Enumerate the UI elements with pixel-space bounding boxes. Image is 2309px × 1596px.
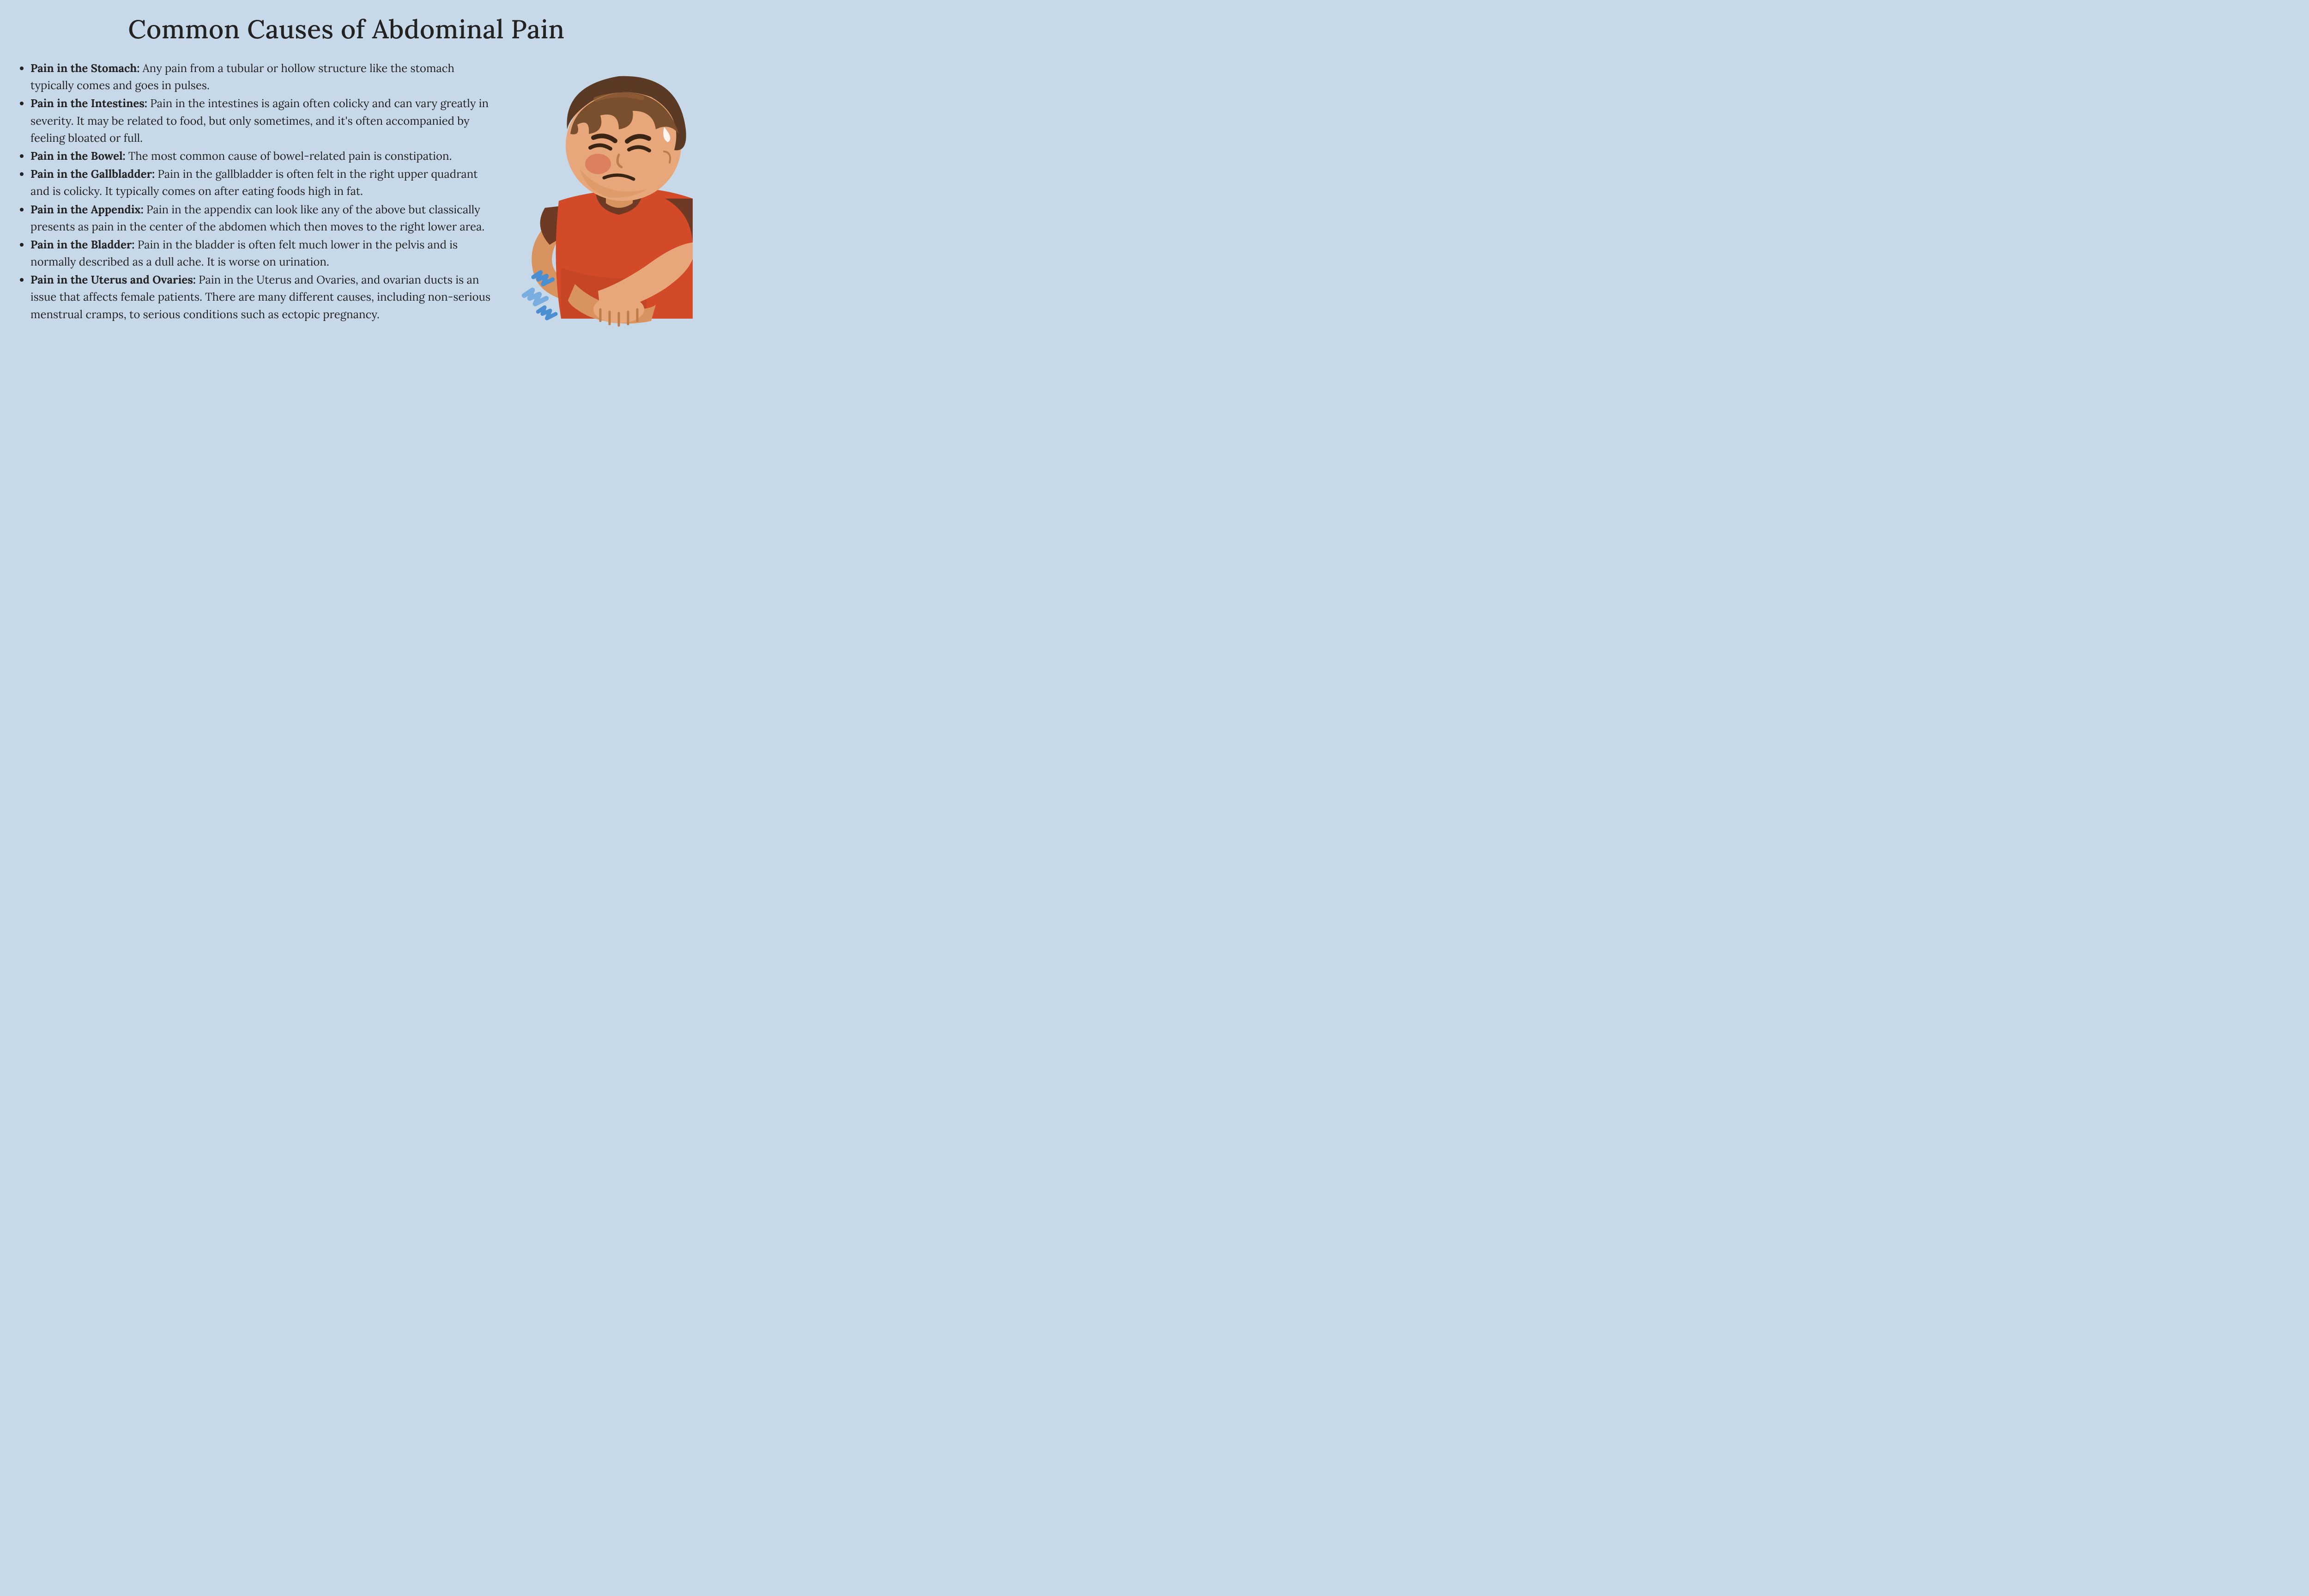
cause-item: Pain in the Gallbladder: Pain in the gal… <box>30 165 499 200</box>
cause-label: Pain in the Bowel: <box>30 149 126 163</box>
content-row: Pain in the Stomach: Any pain from a tub… <box>18 60 674 324</box>
cause-label: Pain in the Gallbladder: <box>30 167 155 181</box>
cause-label: Pain in the Appendix: <box>30 202 144 217</box>
causes-list: Pain in the Stomach: Any pain from a tub… <box>18 60 499 324</box>
cause-label: Pain in the Intestines: <box>30 96 147 110</box>
cause-label: Pain in the Stomach: <box>30 61 139 75</box>
cause-item: Pain in the Bladder: Pain in the bladder… <box>30 236 499 270</box>
cause-label: Pain in the Uterus and Ovaries: <box>30 272 196 287</box>
page-title: Common Causes of Abdominal Pain <box>18 13 674 46</box>
cause-text: The most common cause of bowel-related p… <box>126 149 452 163</box>
cause-item: Pain in the Intestines: Pain in the inte… <box>30 95 499 146</box>
cause-item: Pain in the Appendix: Pain in the append… <box>30 201 499 235</box>
cause-item: Pain in the Stomach: Any pain from a tub… <box>30 60 499 94</box>
page: Common Causes of Abdominal Pain Pain in … <box>0 0 693 346</box>
cause-item: Pain in the Bowel: The most common cause… <box>30 147 499 164</box>
cause-item: Pain in the Uterus and Ovaries: Pain in … <box>30 271 499 323</box>
cause-label: Pain in the Bladder: <box>30 237 134 252</box>
